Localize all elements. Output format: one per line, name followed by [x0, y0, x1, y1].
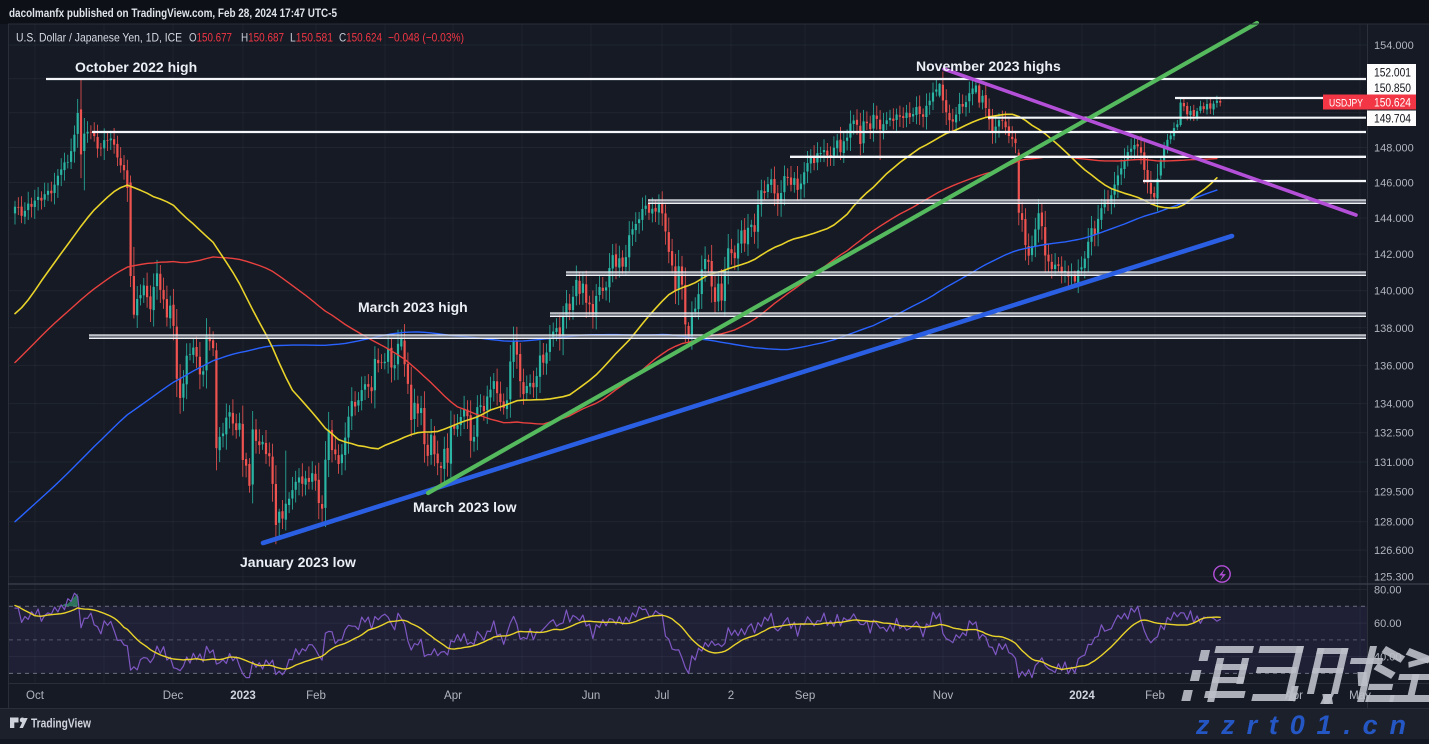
- svg-text:152.001: 152.001: [1374, 68, 1411, 80]
- svg-text:150.850: 150.850: [1374, 83, 1411, 95]
- svg-text:2023: 2023: [230, 690, 256, 702]
- svg-text:80.00: 80.00: [1374, 585, 1402, 597]
- svg-text:Dec: Dec: [163, 690, 184, 702]
- svg-text:Jun: Jun: [582, 690, 601, 702]
- svg-text:148.000: 148.000: [1374, 142, 1414, 154]
- svg-text:60.00: 60.00: [1374, 618, 1402, 630]
- svg-text:January 2023 low: January 2023 low: [240, 554, 356, 570]
- svg-text:zzrt01.cn: zzrt01.cn: [1195, 710, 1418, 739]
- svg-text:125.300: 125.300: [1374, 572, 1414, 584]
- svg-text:132.500: 132.500: [1374, 428, 1414, 440]
- svg-text:TradingView: TradingView: [31, 717, 91, 731]
- svg-text:150.624: 150.624: [1374, 98, 1412, 110]
- svg-text:154.000: 154.000: [1374, 40, 1414, 52]
- svg-text:126.600: 126.600: [1374, 545, 1414, 557]
- svg-text:October 2022 high: October 2022 high: [75, 59, 197, 75]
- svg-text:129.500: 129.500: [1374, 487, 1414, 499]
- svg-text:USDJPY: USDJPY: [1329, 98, 1364, 110]
- svg-text:Apr: Apr: [444, 690, 462, 702]
- svg-text:H150.687: H150.687: [241, 31, 284, 45]
- svg-text:146.000: 146.000: [1374, 178, 1414, 190]
- svg-text:March 2023 low: March 2023 low: [413, 499, 517, 515]
- svg-text:U.S. Dollar / Japanese Yen, 1D: U.S. Dollar / Japanese Yen, 1D, ICE: [16, 31, 182, 45]
- svg-text:−0.048 (−0.03%): −0.048 (−0.03%): [388, 31, 464, 45]
- svg-text:128.000: 128.000: [1374, 517, 1414, 529]
- svg-text:Nov: Nov: [933, 690, 954, 702]
- svg-text:Jul: Jul: [655, 690, 670, 702]
- svg-text:Feb: Feb: [1145, 690, 1165, 702]
- svg-text:2: 2: [728, 690, 734, 702]
- svg-text:131.000: 131.000: [1374, 457, 1414, 469]
- svg-text:dacolmanfx published on Tradin: dacolmanfx published on TradingView.com,…: [9, 6, 337, 20]
- svg-text:Oct: Oct: [26, 690, 45, 702]
- svg-text:136.000: 136.000: [1374, 360, 1414, 372]
- svg-text:Feb: Feb: [306, 690, 326, 702]
- svg-text:149.704: 149.704: [1374, 114, 1412, 126]
- svg-text:O150.677: O150.677: [189, 31, 232, 45]
- svg-text:144.000: 144.000: [1374, 213, 1414, 225]
- svg-text:134.000: 134.000: [1374, 399, 1414, 411]
- svg-text:L150.581: L150.581: [290, 31, 333, 45]
- svg-text:2024: 2024: [1069, 690, 1095, 702]
- svg-text:Sep: Sep: [795, 690, 815, 702]
- svg-text:November 2023 highs: November 2023 highs: [916, 58, 1061, 74]
- svg-text:C150.624: C150.624: [339, 31, 382, 45]
- svg-text:142.000: 142.000: [1374, 249, 1414, 261]
- svg-text:138.000: 138.000: [1374, 323, 1414, 335]
- svg-text:140.000: 140.000: [1374, 286, 1414, 298]
- svg-text:March 2023 high: March 2023 high: [358, 299, 468, 315]
